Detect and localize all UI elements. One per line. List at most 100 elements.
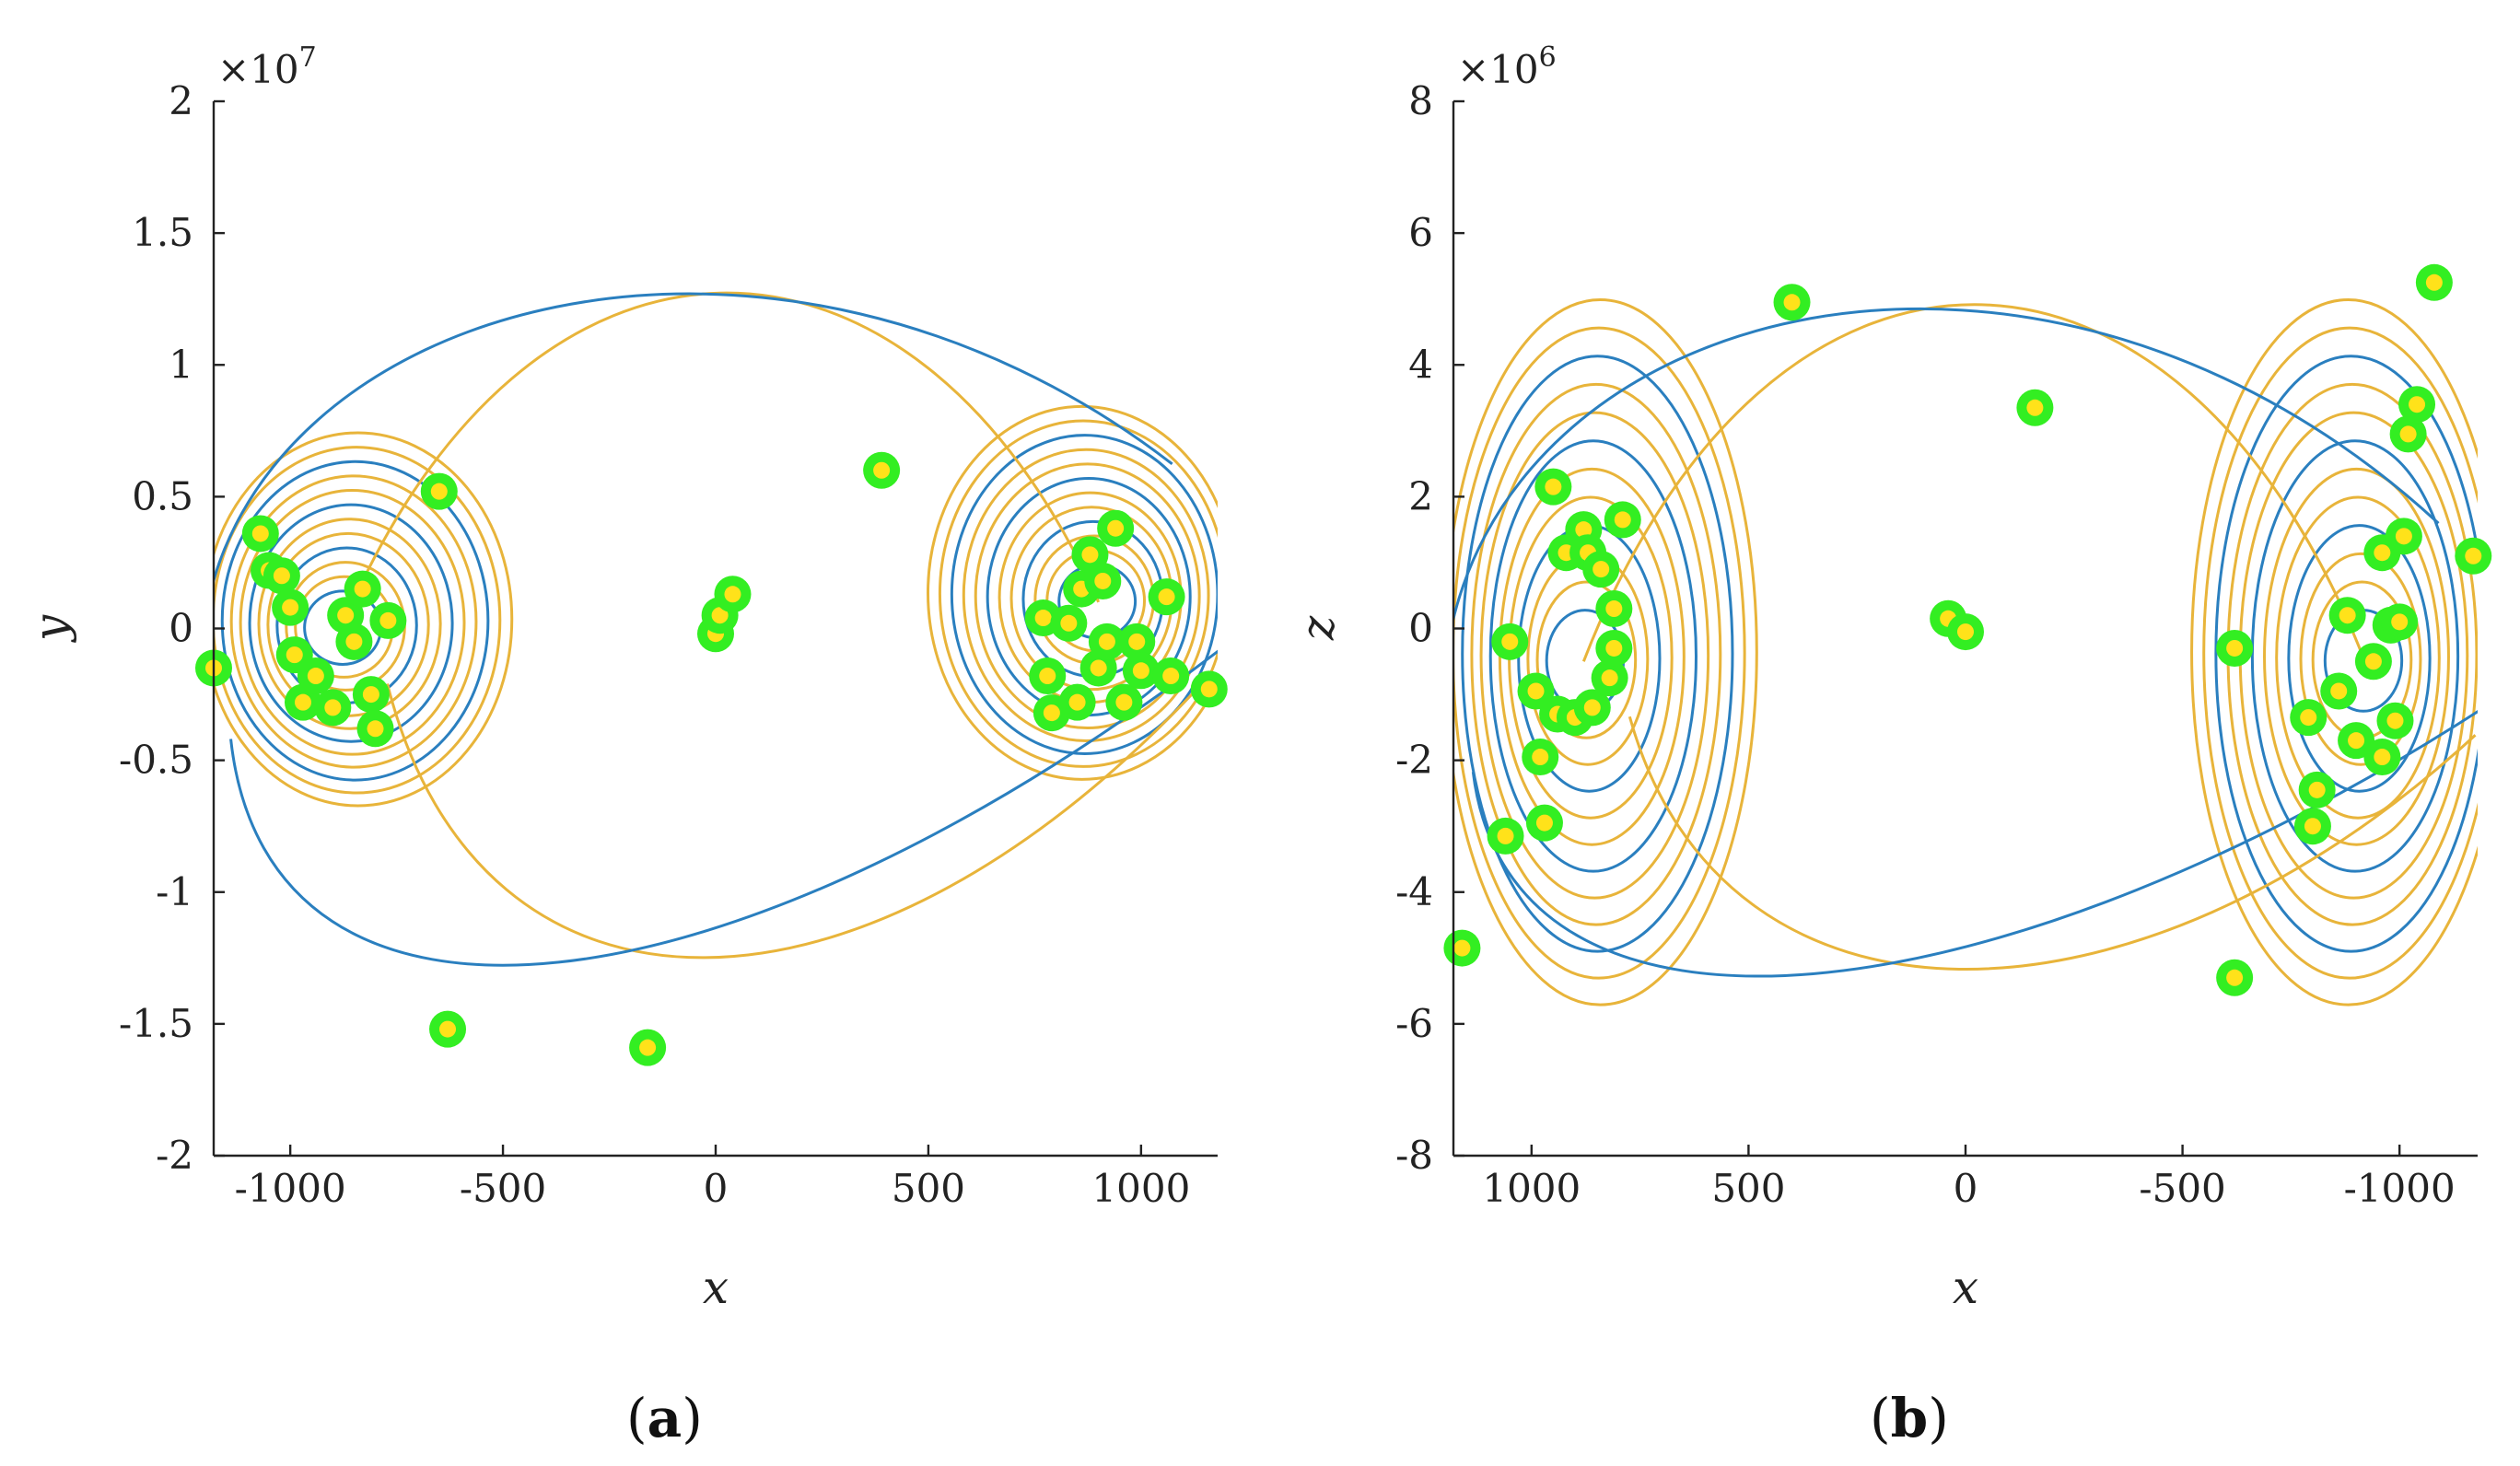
marked-point [2376, 702, 2414, 739]
marked-point-center [354, 580, 371, 598]
marked-point-center [639, 1039, 657, 1056]
panel-b-marked-points [1443, 263, 2492, 996]
y-tick-label: -1 [156, 869, 193, 914]
marked-point-center [282, 599, 299, 616]
panel-b-y-ticks: -8 -6 -4 -2 0 2 4 6 8 [1395, 78, 1464, 1178]
marked-point [335, 622, 373, 660]
marked-point [2320, 672, 2358, 710]
marked-point-center [1614, 511, 1631, 529]
marked-point [629, 1029, 667, 1066]
marked-point-center [1592, 561, 1610, 578]
marked-point-center [1545, 478, 1562, 495]
panel-a-y-ticks: -2 -1.5 -1 -0.5 0 0.5 1 1.5 2 [119, 78, 225, 1178]
marked-point-center [2391, 613, 2409, 631]
marked-point [1118, 622, 1156, 660]
marked-point-center [873, 461, 891, 479]
x-tick-label: 0 [704, 1166, 729, 1211]
y-tick-label: -2 [1395, 738, 1433, 783]
marked-point [2415, 263, 2453, 301]
marked-point-center [430, 483, 448, 500]
marked-point [714, 576, 752, 613]
marked-point-center [1128, 633, 1146, 650]
marked-point-center [439, 1020, 457, 1038]
marked-point [2363, 739, 2401, 776]
panel-b-scale-exponent: ×106 [1457, 41, 1557, 92]
marked-point-center [362, 686, 379, 704]
y-tick-label: 1.5 [132, 210, 193, 255]
marked-point [1773, 284, 1811, 321]
trajectory-loop [229, 474, 478, 769]
marked-point-center [1107, 519, 1125, 537]
x-tick-label: 500 [1711, 1166, 1785, 1211]
trajectory-transition [1628, 716, 2477, 971]
trajectory-loop [927, 404, 1218, 781]
trajectory-loop [1479, 411, 1710, 900]
trajectory-transition [214, 292, 1173, 586]
marked-point-center [2399, 425, 2417, 443]
x-tick-label: 1000 [1091, 1166, 1190, 1211]
trajectory-loop [2275, 495, 2441, 820]
marked-point [1152, 657, 1190, 695]
marked-point-center [286, 646, 303, 664]
y-tick-label: -6 [1395, 1001, 1433, 1046]
trajectory-loop [2299, 552, 2422, 766]
trajectory-loop [1470, 382, 1722, 926]
marked-point [262, 557, 300, 595]
marked-point [1084, 562, 1122, 599]
y-tick-label: 4 [1408, 342, 1433, 387]
marked-point [1595, 629, 1633, 667]
trajectory-loop [1535, 580, 1638, 739]
marked-point [2328, 597, 2366, 634]
marked-point [1491, 622, 1529, 660]
panel-a-x-label: x [703, 1261, 729, 1314]
marked-point-center [2425, 273, 2443, 291]
marked-point [1443, 929, 1481, 967]
marked-point-center [1605, 600, 1623, 618]
panel-b-caption: (b) [1870, 1387, 1949, 1449]
marked-point [1525, 804, 1563, 842]
y-tick-label: 1 [169, 342, 193, 387]
marked-point [1058, 683, 1096, 721]
marked-point [297, 657, 334, 695]
marked-point [1105, 683, 1143, 721]
marked-point [1947, 613, 1984, 651]
y-tick-label: -0.5 [119, 738, 193, 783]
marked-point [2216, 629, 2254, 667]
x-tick-label: 0 [1954, 1166, 1978, 1211]
panel-b-plot: 1000 500 0 -500 -1000 -8 -6 -4 -2 0 2 4 6 8 ×106 x z… [1291, 41, 2492, 1449]
y-tick-label: 0.5 [132, 473, 193, 518]
marked-point-center [1453, 939, 1471, 957]
marked-point-center [1039, 668, 1056, 685]
marked-point [272, 588, 309, 626]
marked-point [1029, 657, 1067, 695]
y-tick-label: 0 [169, 606, 193, 651]
trajectory-loop [974, 462, 1201, 730]
y-tick-label: 8 [1408, 78, 1433, 123]
marked-point-center [2348, 732, 2365, 750]
marked-point-center [2465, 547, 2482, 564]
trajectory-transition [1471, 709, 2478, 978]
marked-point-center [2226, 969, 2244, 986]
trajectory-loop [239, 489, 466, 756]
marked-point-center [2364, 653, 2382, 670]
panel-b-trajectories [1453, 298, 2478, 1006]
marked-point-center [1583, 699, 1601, 716]
marked-point [1573, 689, 1611, 727]
marked-point-center [1575, 521, 1592, 539]
marked-point [344, 570, 381, 608]
marked-point [1582, 551, 1620, 588]
panel-b-x-ticks: 1000 500 0 -500 -1000 [1482, 1145, 2456, 1211]
marked-point-center [1601, 669, 1618, 687]
trajectory-loop [2214, 355, 2478, 953]
trajectory-loop [2263, 467, 2450, 846]
marked-point-center [1094, 572, 1112, 589]
marked-point-center [2330, 682, 2348, 700]
trajectory-loop [1453, 298, 1758, 1006]
marked-point-center [2339, 607, 2356, 624]
marked-point-center [1043, 704, 1060, 722]
marked-point [1097, 509, 1135, 547]
marked-point [2216, 959, 2254, 996]
trajectory-transition [340, 291, 1101, 630]
marked-point-center [1162, 668, 1180, 685]
marked-point [2385, 518, 2422, 555]
